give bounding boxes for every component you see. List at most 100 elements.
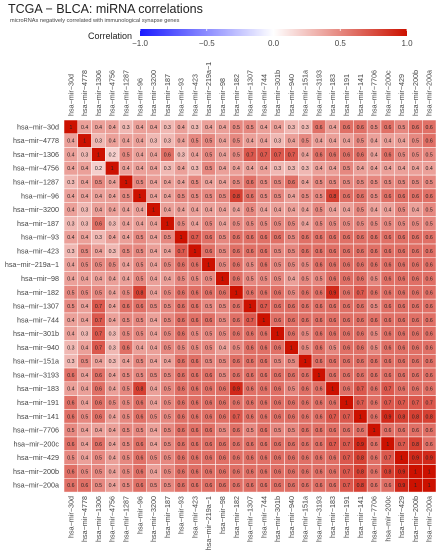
row-label: hsa−mir−744 bbox=[17, 315, 59, 324]
cell-value-label: 0.4 bbox=[150, 442, 157, 448]
column-label-top: hsa−mir−940 bbox=[287, 74, 296, 116]
cell-value-label: 1 bbox=[152, 208, 155, 214]
cell-value-label: 0.4 bbox=[109, 304, 116, 310]
cell-value-label: 0.6 bbox=[233, 483, 240, 489]
column-label-top: hsa−mir−96 bbox=[135, 78, 144, 116]
cell-value-label: 0.6 bbox=[205, 456, 212, 462]
cell-value-label: 0.5 bbox=[302, 139, 309, 145]
cell-value-label: 0.5 bbox=[136, 332, 143, 338]
cell-value-label: 0.7 bbox=[329, 414, 336, 420]
cell-value-label: 0.5 bbox=[288, 428, 295, 434]
column-label-bottom: hsa−mir−219a−1 bbox=[204, 496, 213, 550]
cell-value-label: 0.5 bbox=[67, 428, 74, 434]
cell-value-label: 0.5 bbox=[178, 194, 185, 200]
cell-value-label: 0.5 bbox=[67, 456, 74, 462]
cell-value-label: 0.5 bbox=[274, 263, 281, 269]
column-label-bottom: hsa−mir−429 bbox=[397, 496, 406, 538]
column-label-bottom: hsa−mir−30d bbox=[66, 496, 75, 538]
cell-value-label: 0.4 bbox=[219, 152, 226, 158]
cell-value-label: 0.6 bbox=[329, 428, 336, 434]
column-label-top: hsa−mir−219a−1 bbox=[204, 62, 213, 116]
cell-value-label: 0.4 bbox=[370, 208, 377, 214]
row-label: hsa−mir−7706 bbox=[13, 426, 59, 435]
cell-value-label: 0.5 bbox=[357, 139, 364, 145]
cell-value-label: 0.8 bbox=[384, 469, 391, 475]
cell-value-label: 0.6 bbox=[288, 373, 295, 379]
cell-value-label: 0.4 bbox=[81, 373, 88, 379]
column-label-bottom: hsa−mir−200c bbox=[383, 496, 392, 542]
cell-value-label: 0.4 bbox=[81, 345, 88, 351]
cell-value-label: 0.3 bbox=[109, 345, 116, 351]
column-label-top: hsa−mir−187 bbox=[163, 74, 172, 116]
cell-value-label: 0.5 bbox=[370, 180, 377, 186]
row-label: hsa−mir−219a−1 bbox=[5, 260, 59, 269]
cell-value-label: 0.4 bbox=[95, 194, 102, 200]
cell-value-label: 0.6 bbox=[205, 442, 212, 448]
cell-value-label: 0.7 bbox=[357, 387, 364, 393]
cell-value-label: 0.7 bbox=[384, 456, 391, 462]
cell-value-label: 0.4 bbox=[219, 180, 226, 186]
cell-value-label: 0.4 bbox=[150, 290, 157, 296]
cell-value-label: 0.4 bbox=[302, 208, 309, 214]
cell-value-label: 0.6 bbox=[357, 373, 364, 379]
cell-value-label: 1 bbox=[235, 290, 238, 296]
cell-value-label: 0.2 bbox=[109, 152, 116, 158]
cell-value-label: 0.4 bbox=[219, 166, 226, 172]
cell-value-label: 0.8 bbox=[357, 456, 364, 462]
cell-value-label: 0.6 bbox=[315, 345, 322, 351]
cell-value-label: 0.5 bbox=[302, 194, 309, 200]
cell-value-label: 0.5 bbox=[260, 194, 267, 200]
cell-value-label: 0.6 bbox=[205, 387, 212, 393]
cell-value-label: 0.5 bbox=[191, 276, 198, 282]
cell-value-label: 0.6 bbox=[191, 318, 198, 324]
cell-value-label: 0.4 bbox=[150, 332, 157, 338]
cell-value-label: 0.3 bbox=[67, 359, 74, 365]
cell-value-label: 0.6 bbox=[136, 304, 143, 310]
cell-value-label: 0.6 bbox=[315, 469, 322, 475]
cell-value-label: 0.4 bbox=[233, 166, 240, 172]
cell-value-label: 0.5 bbox=[136, 263, 143, 269]
cell-value-label: 0.6 bbox=[246, 345, 253, 351]
cell-value-label: 0.6 bbox=[315, 428, 322, 434]
cell-value-label: 0.6 bbox=[178, 483, 185, 489]
cell-value-label: 0.5 bbox=[205, 304, 212, 310]
cell-value-label: 0.6 bbox=[315, 414, 322, 420]
cell-value-label: 0.7 bbox=[329, 442, 336, 448]
column-label-bottom: hsa−mir−151a bbox=[301, 496, 310, 542]
cell-value-label: 0.6 bbox=[412, 332, 419, 338]
cell-value-label: 0.5 bbox=[122, 442, 129, 448]
cell-value-label: 0.4 bbox=[122, 166, 129, 172]
cell-value-label: 0.3 bbox=[288, 166, 295, 172]
cell-value-label: 0.5 bbox=[205, 152, 212, 158]
cell-value-label: 0.6 bbox=[288, 469, 295, 475]
cell-value-label: 0.4 bbox=[150, 263, 157, 269]
cell-value-label: 0.3 bbox=[95, 139, 102, 145]
cell-value-label: 0.6 bbox=[233, 249, 240, 255]
cell-value-label: 0.3 bbox=[81, 221, 88, 227]
column-label-top: hsa−mir−151a bbox=[301, 70, 310, 116]
cell-value-label: 0.6 bbox=[178, 263, 185, 269]
cell-value-label: 0.5 bbox=[95, 263, 102, 269]
cell-value-label: 0.5 bbox=[343, 180, 350, 186]
cell-value-label: 0.4 bbox=[109, 125, 116, 131]
cell-value-label: 0.6 bbox=[164, 152, 171, 158]
chart-subtitle: microRNAs negatively correlated with imm… bbox=[10, 18, 180, 24]
cell-value-label: 0.5 bbox=[398, 152, 405, 158]
cell-value-label: 0.6 bbox=[95, 221, 102, 227]
cell-value-label: 0.6 bbox=[260, 263, 267, 269]
cell-value-label: 0.6 bbox=[426, 373, 433, 379]
cell-value-label: 0.7 bbox=[343, 469, 350, 475]
cell-value-label: 0.5 bbox=[412, 221, 419, 227]
cell-value-label: 0.5 bbox=[219, 373, 226, 379]
cell-value-label: 0.6 bbox=[357, 428, 364, 434]
cell-value-label: 0.4 bbox=[95, 428, 102, 434]
cell-value-label: 0.5 bbox=[370, 125, 377, 131]
cell-value-label: 0.4 bbox=[81, 276, 88, 282]
cell-value-label: 0.6 bbox=[191, 263, 198, 269]
column-label-bottom: hsa−mir−3193 bbox=[314, 496, 323, 542]
cell-value-label: 0.4 bbox=[81, 387, 88, 393]
cell-value-label: 0.6 bbox=[315, 290, 322, 296]
cell-value-label: 0.8 bbox=[233, 194, 240, 200]
cell-value-label: 0.5 bbox=[370, 194, 377, 200]
cell-value-label: 0.4 bbox=[67, 276, 74, 282]
